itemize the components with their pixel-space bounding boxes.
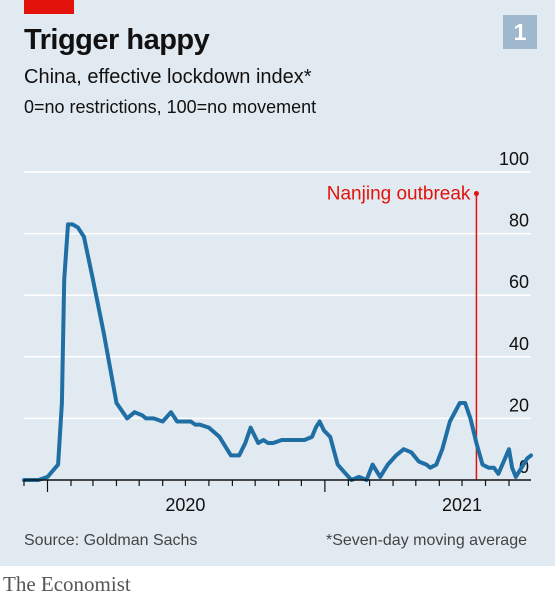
chart-number-badge: 1 xyxy=(503,15,537,49)
x-tick-label: 2020 xyxy=(165,495,205,515)
chart-scale-note: 0=no restrictions, 100=no movement xyxy=(24,97,317,117)
chart-title: Trigger happy xyxy=(24,24,210,56)
economist-red-tab xyxy=(24,0,74,14)
series-line xyxy=(22,222,533,482)
chart-subtitle: China, effective lockdown index* xyxy=(24,66,312,88)
brand-logo-text: The Economist xyxy=(3,572,131,596)
y-tick-label: 20 xyxy=(509,395,529,415)
y-tick-label: 80 xyxy=(509,211,529,231)
annotation-dot xyxy=(473,191,479,197)
y-tick-label: 100 xyxy=(499,149,529,169)
y-tick-label: 40 xyxy=(509,334,529,354)
footnote: *Seven-day moving average xyxy=(325,532,527,549)
source-note: Source: Goldman Sachs xyxy=(24,532,198,549)
x-tick-label: 2021 xyxy=(442,495,482,515)
y-tick-label: 60 xyxy=(509,272,529,292)
annotation-label: Nanjing outbreak xyxy=(327,184,471,205)
